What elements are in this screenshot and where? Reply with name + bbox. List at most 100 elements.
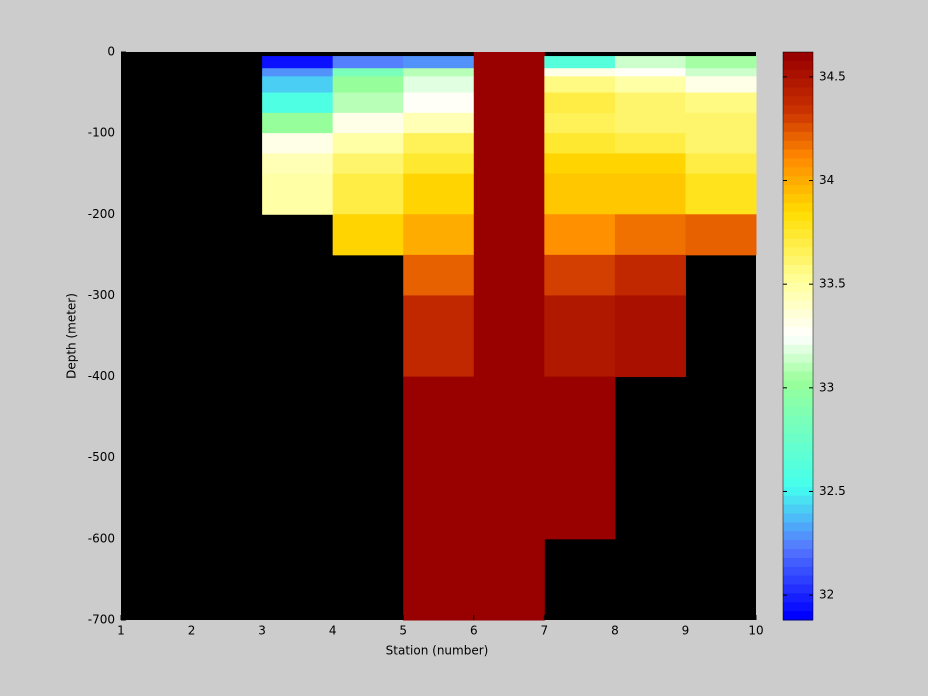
heat-cell (685, 76, 757, 94)
colorbar-step (783, 424, 813, 435)
heat-cell (403, 133, 475, 154)
colorbar-step (783, 167, 813, 177)
colorbar-step (783, 309, 813, 319)
colorbar-tick-label: 32.5 (819, 484, 846, 498)
heat-cell (544, 153, 616, 175)
colorbar-step (783, 495, 813, 506)
colorbar-step (783, 229, 813, 239)
colorbar-tick-label: 33.5 (819, 277, 846, 291)
colorbar-step (783, 247, 813, 257)
colorbar-step (783, 176, 813, 186)
heat-cell (544, 173, 616, 215)
x-tick-label: 4 (329, 624, 337, 638)
colorbar-step (783, 371, 813, 381)
heat-cell (473, 376, 545, 459)
heat-cell (403, 295, 475, 378)
heat-cell (262, 76, 334, 94)
heat-cell (544, 133, 616, 154)
heat-cell (332, 76, 404, 94)
x-tick-label: 10 (748, 624, 763, 638)
heat-cell (614, 133, 686, 154)
heat-cell (473, 214, 545, 256)
heat-cell (473, 52, 545, 57)
heat-cell (403, 254, 475, 296)
x-axis-label: Station (number) (386, 644, 489, 658)
colorbar-step (783, 211, 813, 222)
heat-cell (544, 92, 616, 114)
colorbar-step (783, 566, 813, 577)
heat-cell (473, 153, 545, 175)
heat-cell (403, 376, 475, 459)
heat-cell (685, 173, 757, 215)
colorbar-step (783, 291, 813, 301)
heat-cell (614, 254, 686, 296)
heat-cell (544, 295, 616, 378)
colorbar-step (783, 433, 813, 443)
heat-cell (262, 133, 334, 154)
colorbar-step (783, 238, 813, 248)
colorbar-step (783, 131, 813, 142)
x-tick-label: 5 (399, 624, 407, 638)
colorbar-step (783, 486, 813, 497)
colorbar-step (783, 460, 813, 470)
colorbar-step (783, 407, 813, 417)
x-tick-label: 7 (541, 624, 549, 638)
heat-cell (403, 538, 475, 621)
heat-cell (473, 254, 545, 296)
colorbar-step (783, 96, 813, 106)
colorbar-step (783, 318, 813, 328)
heat-cell (332, 173, 404, 215)
heat-cell (332, 153, 404, 175)
heat-cell (403, 76, 475, 94)
x-tick-label: 8 (611, 624, 619, 638)
y-tick-label: -700 (88, 613, 115, 627)
heat-cell (614, 295, 686, 378)
heat-cell (473, 68, 545, 77)
heat-cell (544, 68, 616, 77)
x-tick-label: 1 (117, 624, 125, 638)
colorbar-step (783, 220, 813, 230)
colorbar-step (783, 575, 813, 585)
heat-cell (685, 92, 757, 114)
heat-cell (473, 457, 545, 540)
colorbar-step (783, 123, 813, 133)
heat-cell (685, 214, 757, 256)
colorbar-tick-label: 33 (819, 380, 834, 394)
heat-cell (332, 68, 404, 77)
colorbar-step (783, 256, 813, 266)
colorbar-step (783, 611, 813, 621)
colorbar-step (783, 451, 813, 461)
heat-cell (685, 153, 757, 175)
heat-cell (262, 92, 334, 114)
colorbar-step (783, 194, 813, 204)
heat-cell (544, 254, 616, 296)
colorbar-step (783, 140, 813, 151)
colorbar-step (783, 78, 813, 88)
heat-cell (614, 68, 686, 77)
heat-cell (473, 92, 545, 114)
heat-cell (403, 112, 475, 134)
heat-cell (332, 92, 404, 114)
heat-cell (544, 76, 616, 94)
colorbar-step (783, 353, 813, 364)
colorbar-step (783, 362, 813, 372)
heat-cell (403, 457, 475, 540)
colorbar-step (783, 327, 813, 337)
x-tick-label: 6 (470, 624, 478, 638)
heat-cell (473, 538, 545, 621)
heat-cell (403, 214, 475, 256)
heat-cell (332, 214, 404, 256)
y-tick-label: 0 (107, 45, 115, 59)
heat-cell (544, 112, 616, 134)
heat-cell (473, 295, 545, 378)
colorbar-frame (782, 51, 814, 621)
heat-cell (332, 133, 404, 154)
heat-cell (685, 56, 757, 69)
colorbar-step (783, 557, 813, 568)
heat-cell (262, 153, 334, 175)
heat-cell (262, 112, 334, 134)
colorbar-step (783, 273, 813, 284)
colorbar-step (783, 504, 813, 514)
heat-cell (473, 112, 545, 134)
colorbar-step (783, 540, 813, 550)
